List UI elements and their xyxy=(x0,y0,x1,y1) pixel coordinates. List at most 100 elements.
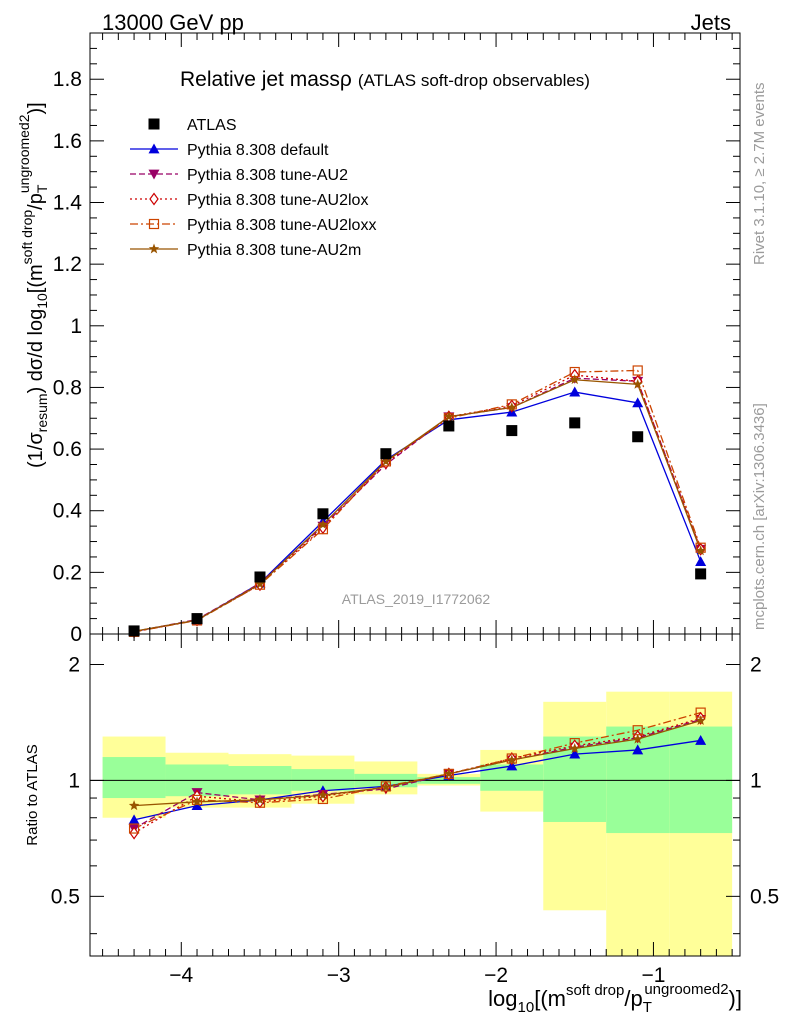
legend-label-1: Pythia 8.308 default xyxy=(187,142,329,159)
xlabel-sub: 10 xyxy=(518,999,535,1016)
ylabel-sup: 2 xyxy=(16,114,32,122)
main-series-layer xyxy=(128,365,707,639)
main-series-5-point xyxy=(569,374,580,385)
x-tick-label: −4 xyxy=(169,964,193,987)
plot-title-rho: ρ xyxy=(340,68,352,91)
plot-title-suffix: (ATLAS soft-drop observables) xyxy=(358,71,590,90)
main-series-line-5 xyxy=(133,379,702,632)
legend-label-4: Pythia 8.308 tune-AU2loxx xyxy=(187,217,376,234)
ratio-y-tick-label-right: 2 xyxy=(750,653,762,676)
ratio-series-1-point xyxy=(569,748,581,759)
main-y-tick-label: 1 xyxy=(70,315,82,338)
xlabel-part: [(m xyxy=(534,986,566,1011)
ratio-y-tick-label-right: 0.5 xyxy=(750,885,779,908)
ratio-series-5-point xyxy=(191,796,203,807)
atlas-data-point xyxy=(506,425,518,437)
atlas-data-point xyxy=(191,613,203,625)
legend: ATLAS Pythia 8.308 default Pythia 8.308 tu… xyxy=(130,117,376,259)
main-y-tick-label: 1.8 xyxy=(53,68,82,91)
ratio-series-line-2 xyxy=(133,718,701,830)
xlabel-part: ] xyxy=(736,986,742,1011)
ratio-inner-band xyxy=(606,726,670,834)
ratio-inner-band xyxy=(102,757,166,799)
main-y-tick-label: 0 xyxy=(70,623,82,646)
xlabel-sup: soft drop xyxy=(566,982,624,999)
main-panel: 0 0.2 0.4 0.6 0.8 1 1.2 1.4 1.6 1.8 Relative jet … xyxy=(16,32,741,646)
ratio-y-tick-label: 2 xyxy=(68,653,80,676)
ylabel-part: ) xyxy=(25,108,47,115)
rivet-label: Rivet 3.1.10, ≥ 2.7M events xyxy=(751,83,768,266)
xlabel-part: log xyxy=(488,986,517,1011)
ratio-ticks: 0.5 0.5 1 1 2 2 −4 −3 −2 −1 xyxy=(51,634,779,987)
ylabel-part: /p xyxy=(25,193,47,210)
main-series-1-point xyxy=(569,386,581,397)
x-tick-label: −2 xyxy=(484,964,508,987)
ratio-series-5-point xyxy=(443,768,455,779)
ratio-series-1-point xyxy=(632,744,644,755)
legend-marker-2 xyxy=(148,169,160,180)
mcplots-label: mcplots.cern.ch [arXiv:1306.3436] xyxy=(751,403,768,630)
main-y-tick-label: 1.4 xyxy=(53,192,83,215)
main-y-tick-label: 1.2 xyxy=(53,253,82,276)
main-series-5-point xyxy=(380,455,392,466)
legend-marker-3 xyxy=(149,192,159,206)
ratio-series-5-point xyxy=(506,754,518,765)
main-y-axis-label: (1/σresum) dσ/d log10[(msoft drop/pTungr… xyxy=(16,102,50,468)
main-series-4-point xyxy=(632,365,643,376)
ratio-plot-frame xyxy=(89,633,741,957)
ylabel-sub: resum xyxy=(34,393,50,432)
ratio-series-4-point xyxy=(191,794,203,806)
main-series-5-point xyxy=(317,519,329,530)
legend-label-2: Pythia 8.308 tune-AU2 xyxy=(187,167,348,184)
legend-marker-5 xyxy=(148,243,160,254)
ylabel-part: (1/σ xyxy=(25,432,47,468)
x-tick-label: −1 xyxy=(641,964,665,987)
atlas-data-point xyxy=(254,571,266,583)
plot-title: Relative jet massρ (ATLAS soft-drop obser… xyxy=(180,68,590,91)
ratio-series-1-point xyxy=(128,814,140,825)
ylabel-sup: soft drop xyxy=(19,210,35,265)
ratio-y-tick-label-right: 1 xyxy=(750,769,762,792)
main-series-1-point xyxy=(632,397,644,408)
legend-marker-atlas xyxy=(148,118,160,130)
main-series-5-point xyxy=(695,545,706,556)
ratio-y-axis-label: Ratio to ATLAS xyxy=(24,744,41,845)
ratio-series-1-point xyxy=(191,800,203,811)
atlas-data-point xyxy=(569,417,581,429)
legend-marker-1 xyxy=(148,143,160,154)
atlas-data-point xyxy=(380,448,392,460)
main-series-5-point xyxy=(254,578,266,589)
ratio-series-layer xyxy=(128,707,707,840)
main-y-tick-label: 0.8 xyxy=(53,376,82,399)
ratio-panel: 0.5 0.5 1 1 2 2 −4 −3 −2 −1 Ratio to ATLAS log10[… xyxy=(24,633,779,1016)
plot-title-main: Relative jet mass xyxy=(180,68,340,91)
atlas-data-point xyxy=(632,431,644,443)
ylabel-sub: T xyxy=(34,184,50,193)
header-right: Jets xyxy=(691,10,731,35)
main-series-line-2 xyxy=(133,377,702,633)
ratio-series-1-point xyxy=(695,734,707,745)
ratio-series-5-point xyxy=(380,781,392,792)
ratio-series-5-point xyxy=(569,743,580,753)
legend-label-5: Pythia 8.308 tune-AU2m xyxy=(187,242,361,259)
ratio-series-5-point xyxy=(695,715,706,726)
xlabel-part: ) xyxy=(729,986,736,1011)
main-series-1-point xyxy=(695,556,707,566)
main-y-tick-label: 0.6 xyxy=(53,438,82,461)
header-left: 13000 GeV pp xyxy=(102,10,244,35)
ratio-series-5-point xyxy=(317,789,329,800)
ratio-series-5-point xyxy=(254,794,266,805)
ratio-series-line-5 xyxy=(134,719,701,807)
ratio-series-4-point xyxy=(128,823,140,834)
atlas-data-point xyxy=(695,568,707,580)
main-y-tick-label: 0.2 xyxy=(53,561,82,584)
ylabel-part: ] xyxy=(25,102,47,108)
main-ticks: 0 0.2 0.4 0.6 0.8 1 1.2 1.4 1.6 1.8 xyxy=(53,33,740,646)
ratio-y-tick-label: 1 xyxy=(68,769,80,792)
atlas-data-point xyxy=(443,420,455,432)
ratio-series-5-point xyxy=(128,800,140,811)
legend-label-0: ATLAS xyxy=(187,117,237,134)
x-tick-label: −3 xyxy=(327,964,351,987)
atlas-data-point xyxy=(317,508,329,520)
main-series-5-point xyxy=(443,411,455,422)
